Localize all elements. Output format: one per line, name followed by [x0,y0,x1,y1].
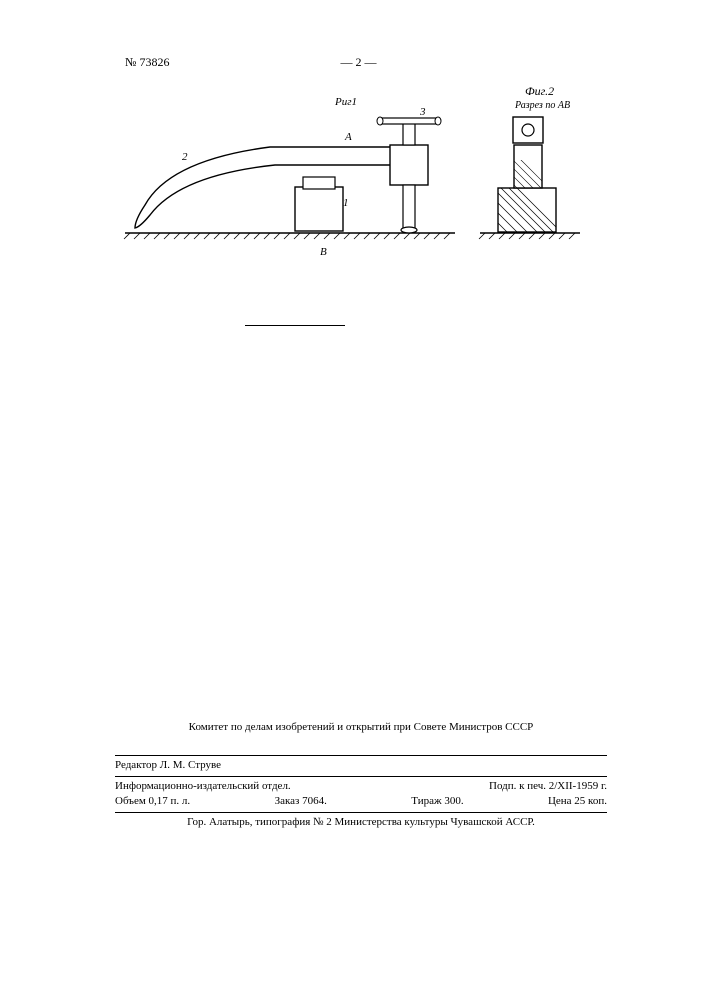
volume: Объем 0,17 п. л. [115,794,190,809]
page-header: № 73826 — 2 — [125,55,592,70]
footer-block: Комитет по делам изобретений и открытий … [115,720,607,830]
marker-2: 2 [182,151,188,163]
pub-dept: Информационно-издательский отдел. [115,779,291,794]
support-block [295,187,343,231]
support-upper [303,177,335,189]
handle-knob-left [377,117,383,125]
technical-drawing: Риг1 Фиг.2 Разрез по АВ [120,85,595,285]
lever-arm [135,147,410,228]
marker-1: 1 [343,197,349,209]
publication-info: Информационно-издательский отдел. Подп. … [115,776,607,813]
marker-3: 3 [419,106,426,118]
marker-B: В [320,246,327,258]
printer-line: Гор. Алатырь, типография № 2 Министерств… [115,813,607,830]
screw-shaft-upper [403,123,415,145]
document-number: № 73826 [125,55,169,70]
fig2-label: Фиг.2 [525,85,554,98]
section-block [498,188,556,232]
page-container: № 73826 — 2 — Риг1 Фиг.2 Разрез по АВ [0,0,707,1000]
t-handle [380,118,438,124]
screw-shaft-lower [403,185,415,229]
committee-line: Комитет по делам изобретений и открытий … [115,720,607,735]
base-hatch-fig2 [479,233,575,239]
fig1-label: Риг1 [334,96,357,108]
clamp-body [390,145,428,185]
page-number: — 2 — [341,55,377,70]
price: Цена 25 коп. [548,794,607,809]
figure-container: Риг1 Фиг.2 Разрез по АВ [120,85,595,265]
horizontal-rule [245,325,345,326]
marker-A: A [344,131,352,143]
handle-knob-right [435,117,441,125]
base-hatch-fig1 [124,233,450,239]
section-hole [522,124,534,136]
fig2-subtitle: Разрез по АВ [514,100,570,111]
tirage: Тираж 300. [411,794,463,809]
pub-date: Подп. к печ. 2/XII-1959 г. [489,779,607,794]
screw-foot [401,227,417,233]
editor-line: Редактор Л. М. Струве [115,755,607,775]
order: Заказ 7064. [275,794,327,809]
